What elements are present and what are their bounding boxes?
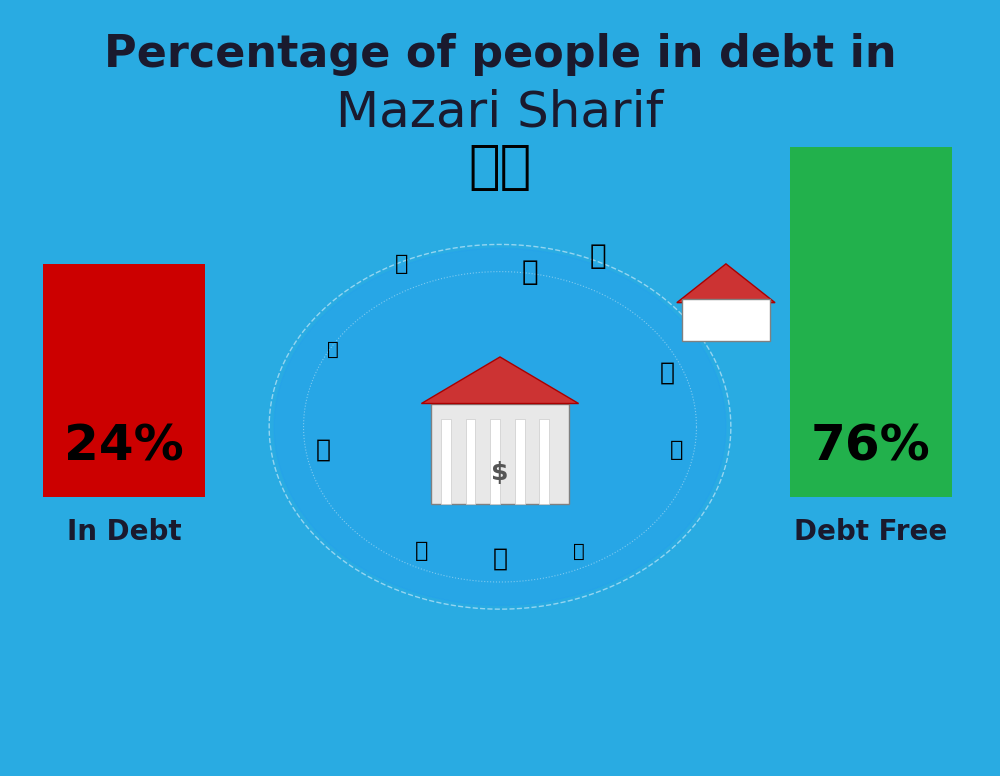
Text: 📧: 📧 [327, 340, 339, 359]
Polygon shape [677, 264, 775, 303]
Text: Mazari Sharif: Mazari Sharif [336, 88, 664, 137]
Text: In Debt: In Debt [67, 518, 182, 546]
Text: 🎓: 🎓 [660, 361, 675, 384]
FancyBboxPatch shape [682, 299, 770, 341]
FancyBboxPatch shape [431, 404, 569, 504]
Polygon shape [421, 357, 579, 404]
Text: 76%: 76% [811, 422, 931, 470]
Text: 24%: 24% [64, 422, 184, 470]
Text: $: $ [491, 462, 509, 485]
Text: 💵: 💵 [415, 541, 428, 561]
Text: 📋: 📋 [573, 542, 584, 560]
Text: Percentage of people in debt in: Percentage of people in debt in [104, 33, 896, 76]
FancyBboxPatch shape [43, 264, 205, 497]
Text: Debt Free: Debt Free [794, 518, 947, 546]
Text: 🚗: 🚗 [316, 438, 331, 462]
Text: 💵: 💵 [395, 254, 408, 274]
FancyBboxPatch shape [515, 419, 525, 504]
Circle shape [274, 248, 726, 605]
Text: 🏠: 🏠 [590, 242, 607, 270]
Text: 💰: 💰 [521, 258, 538, 286]
Text: 🇦🇫: 🇦🇫 [468, 140, 532, 193]
FancyBboxPatch shape [539, 419, 549, 504]
FancyBboxPatch shape [466, 419, 475, 504]
FancyBboxPatch shape [790, 147, 952, 497]
Text: 💼: 💼 [493, 547, 508, 570]
FancyBboxPatch shape [490, 419, 500, 504]
FancyBboxPatch shape [441, 419, 451, 504]
Text: 📱: 📱 [670, 440, 684, 460]
